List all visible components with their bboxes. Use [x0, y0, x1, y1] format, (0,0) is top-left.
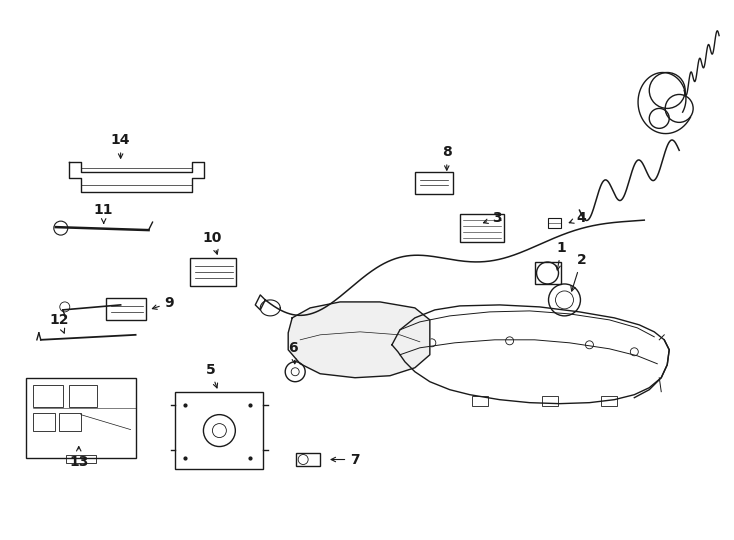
Bar	[33, 384, 63, 407]
Text: 3: 3	[484, 211, 501, 225]
Text: 13: 13	[69, 447, 88, 469]
Bar	[59, 413, 81, 430]
Polygon shape	[288, 302, 430, 377]
Text: 1: 1	[556, 241, 567, 270]
Bar	[175, 392, 264, 469]
Text: 8: 8	[442, 145, 451, 170]
Text: 2: 2	[571, 253, 586, 291]
Bar	[66, 455, 95, 462]
Text: 10: 10	[203, 231, 222, 254]
Text: 6: 6	[288, 341, 298, 364]
Bar	[190, 258, 236, 286]
Bar	[548, 218, 562, 228]
Text: 4: 4	[570, 211, 586, 225]
Bar	[69, 384, 97, 407]
Bar	[459, 214, 504, 242]
Text: 14: 14	[111, 133, 131, 158]
Bar	[26, 377, 136, 457]
Bar	[601, 396, 617, 406]
Bar	[33, 413, 55, 430]
Text: 7: 7	[331, 453, 360, 467]
Bar	[534, 262, 561, 284]
Bar	[297, 453, 320, 467]
Bar	[106, 298, 145, 320]
Bar	[415, 172, 453, 194]
Text: 11: 11	[94, 203, 114, 223]
Text: 9: 9	[153, 296, 174, 310]
Bar	[472, 396, 487, 406]
Text: 12: 12	[49, 313, 68, 333]
Text: 5: 5	[206, 363, 217, 388]
Bar	[542, 396, 558, 406]
